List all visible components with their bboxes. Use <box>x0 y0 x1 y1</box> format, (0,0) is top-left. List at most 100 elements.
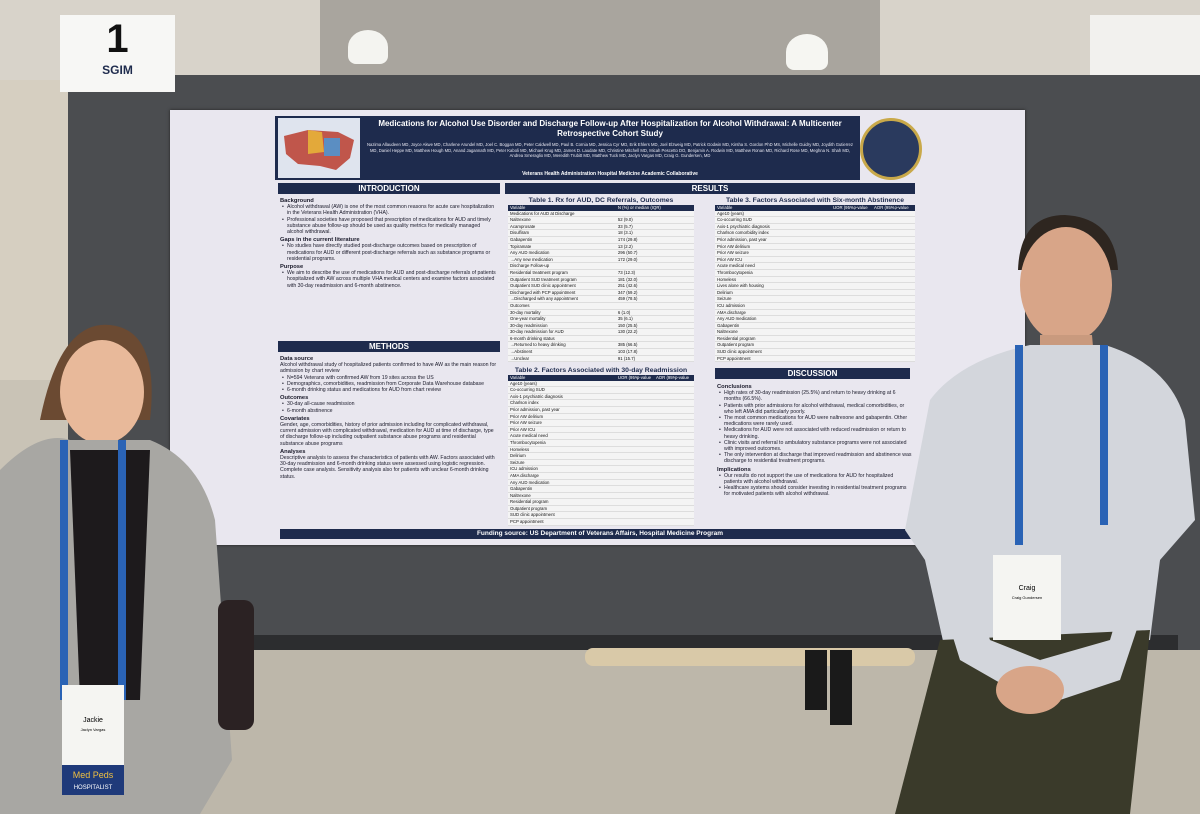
table-cell: 103 (17.8) <box>617 349 638 355</box>
table-row: Any AUD medication <box>715 316 915 323</box>
table-cell: 174 (29.8) <box>617 236 638 242</box>
table-row: Axis-1 psychiatric diagnosis <box>508 394 694 401</box>
block-heading: Data source <box>280 356 314 362</box>
block-text: Descriptive analysis to assess the chara… <box>280 455 495 480</box>
table-cell: Delirium <box>510 453 526 459</box>
ribbon-text: HOSPITALIST <box>74 785 113 791</box>
table-cell: 18 (3.1) <box>617 230 633 236</box>
face <box>60 340 144 444</box>
poster: Medications for Alcohol Use Disorder and… <box>170 110 1025 545</box>
bullet: N=594 Veterans with confirmed AW from 19… <box>280 375 498 381</box>
table-row: Outpatient SUD treatment program 181 (32.… <box>508 277 694 284</box>
table-cell: Charlson comorbidity index <box>717 230 769 236</box>
table-cell: One-year mortality <box>510 316 546 322</box>
table-row: Naltrexone <box>508 493 694 500</box>
table-row: Naltrexone 52 (9.0) <box>508 217 694 224</box>
table-row: Co-occurring SUD <box>508 387 694 394</box>
table-row: Acamprosate 33 (5.7) <box>508 224 694 231</box>
section-heading: RESULTS <box>505 183 915 194</box>
table-row: Residential program <box>508 499 694 506</box>
block-heading: Covariates <box>280 415 310 422</box>
table-cell: Age10 (years) <box>717 210 744 216</box>
table-row: →Abstinent 103 (17.8) <box>508 349 694 356</box>
table-cell: 30-day readmission for AUD <box>510 329 564 335</box>
column-header: p-value <box>853 205 868 210</box>
table-cell: Naltrexone <box>510 492 531 498</box>
table-row: 30-day readmission for AUD 130 (22.2) <box>508 329 694 336</box>
va-seal <box>860 118 922 180</box>
table-row: Gabapentin 174 (29.8) <box>508 237 694 244</box>
blouse <box>70 450 150 700</box>
table-cell: Charlson index <box>510 400 539 406</box>
table-cell: Lives alone with housing <box>717 283 764 289</box>
back-wall <box>0 80 75 380</box>
table-row: Any AUD medication 296 (50.7) <box>508 250 694 257</box>
table-cell: Homeless <box>510 446 530 452</box>
bullet: Patients with prior admissions for alcoh… <box>717 403 912 415</box>
table-cell: 30-day mortality <box>510 309 541 315</box>
column-header: Variable <box>510 375 526 380</box>
table-row: Residential treatment program 73 (12.3) <box>508 270 694 277</box>
table-row: SUD clinic appointment <box>508 512 694 520</box>
section-heading: METHODS <box>278 341 500 352</box>
table-cell: 52 (9.0) <box>617 217 633 223</box>
table-cell: 181 (32.0) <box>617 276 638 282</box>
table-cell: →Any new medication <box>510 256 553 262</box>
introduction: BackgroundAlcohol withdrawal (AW) is one… <box>280 196 498 289</box>
table-row: Prior AW ICU <box>715 257 915 264</box>
column-header: Variable <box>510 205 526 210</box>
table-row: Seizure <box>508 460 694 467</box>
table-row: Lives alone with housing <box>715 283 915 290</box>
table-cell: Any AUD medication <box>717 316 757 322</box>
table-cell: ICU admission <box>717 302 745 308</box>
table-cell: →Unclear <box>510 355 530 361</box>
block-heading: Gaps in the current literature <box>280 237 360 244</box>
table-cell: Prior admission, past year <box>717 236 767 242</box>
section-heading: DISCUSSION <box>715 368 910 379</box>
table-cell: Naltrexone <box>717 329 738 335</box>
table-row: PCP appointment <box>715 356 915 363</box>
badge-name: Craig <box>1019 585 1036 592</box>
table-row: Axis-1 psychiatric diagnosis <box>715 224 915 231</box>
column-header: Variable <box>717 205 733 210</box>
column-header: p-value <box>894 205 909 210</box>
table-row: Charlson index <box>508 400 694 407</box>
table-cell: Prior admission, past year <box>510 406 560 412</box>
table-cell: Outpatient program <box>717 342 755 348</box>
table-row: Charlson comorbidity index <box>715 230 915 237</box>
table-cell: 6-month drinking status <box>510 335 555 341</box>
table-row: Prior AW seizure <box>508 420 694 427</box>
table-row: Acute medical need <box>715 263 915 270</box>
methods: Data source Alcohol withdrawal study of h… <box>280 354 498 480</box>
table-row: Outpatient SUD clinic appointment 251 (42… <box>508 283 694 290</box>
table-cell: Gabapentin <box>510 486 533 492</box>
lanyard <box>118 440 126 700</box>
table-cell: Axis-1 psychiatric diagnosis <box>510 393 563 399</box>
table-cell: →Returned to heavy drinking <box>510 342 566 348</box>
table-row: Prior AW ICU <box>508 427 694 434</box>
table-cell: Thrombocytopenia <box>510 439 546 445</box>
table-cell: 91 (15.7) <box>617 355 636 361</box>
table-cell: Co-occurring SUD <box>510 387 545 393</box>
badge-full-name: Jaclyn Vargas <box>81 727 106 732</box>
table-cell: 296 (50.7) <box>617 250 638 256</box>
bullet: The most common medications for AUD were… <box>717 415 912 427</box>
bullet: Professional societies have proposed tha… <box>280 217 498 236</box>
table-cell: Medications for AUD at Discharge <box>510 210 575 216</box>
ribbon <box>62 765 124 795</box>
section-heading: INTRODUCTION <box>278 183 500 194</box>
table-row: Outpatient program <box>508 506 694 513</box>
table-cell: →Discharged with any appointment <box>510 296 578 302</box>
legs <box>805 650 827 710</box>
table-cell: 13 (2.2) <box>617 243 633 249</box>
badge <box>993 555 1061 640</box>
bullet: 6-month abstinence <box>280 408 498 414</box>
block-heading: Analyses <box>280 448 306 455</box>
badge <box>62 685 124 765</box>
arm <box>920 520 1060 700</box>
table-row: Homeless <box>715 277 915 284</box>
table-cell: Gabapentin <box>717 322 740 328</box>
